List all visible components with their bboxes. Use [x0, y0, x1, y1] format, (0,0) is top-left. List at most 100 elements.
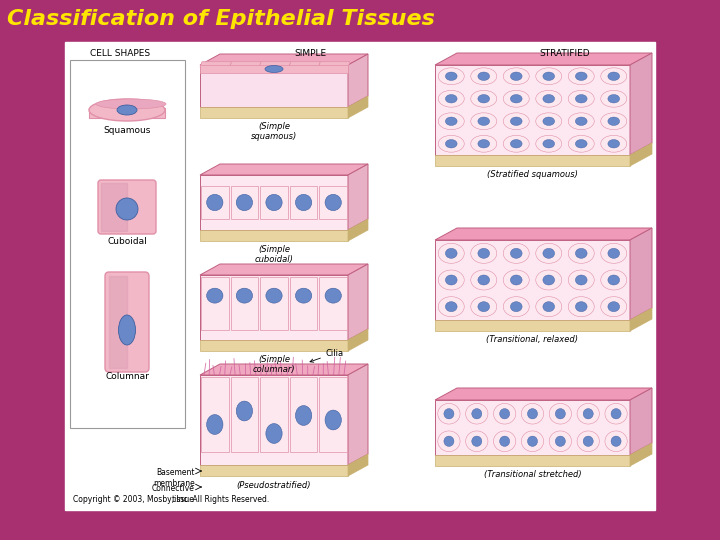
Ellipse shape: [325, 288, 341, 303]
Ellipse shape: [478, 275, 490, 285]
Text: Classification of Epithelial Tissues: Classification of Epithelial Tissues: [7, 9, 435, 29]
Ellipse shape: [265, 65, 283, 72]
Polygon shape: [630, 308, 652, 331]
Ellipse shape: [503, 136, 529, 152]
Ellipse shape: [510, 139, 522, 148]
FancyBboxPatch shape: [98, 180, 156, 234]
Ellipse shape: [117, 105, 137, 115]
Ellipse shape: [438, 403, 460, 424]
Ellipse shape: [493, 431, 516, 451]
Polygon shape: [200, 175, 348, 230]
Ellipse shape: [577, 431, 599, 451]
Text: Cuboidal: Cuboidal: [107, 237, 147, 246]
Ellipse shape: [575, 248, 587, 258]
Ellipse shape: [438, 431, 460, 451]
Ellipse shape: [608, 94, 620, 103]
Ellipse shape: [266, 423, 282, 443]
Ellipse shape: [236, 194, 253, 211]
Ellipse shape: [446, 248, 457, 258]
Polygon shape: [318, 62, 350, 67]
Ellipse shape: [207, 415, 223, 434]
Ellipse shape: [471, 90, 497, 107]
Ellipse shape: [575, 302, 587, 312]
Ellipse shape: [478, 72, 490, 80]
Ellipse shape: [493, 403, 516, 424]
Polygon shape: [435, 320, 630, 331]
Ellipse shape: [503, 113, 529, 130]
Ellipse shape: [549, 431, 572, 451]
Ellipse shape: [543, 275, 554, 285]
Polygon shape: [320, 377, 347, 451]
Ellipse shape: [536, 296, 562, 316]
Polygon shape: [320, 186, 347, 219]
Ellipse shape: [471, 136, 497, 152]
Ellipse shape: [503, 270, 529, 290]
Ellipse shape: [478, 139, 490, 148]
Polygon shape: [230, 186, 258, 219]
Polygon shape: [200, 62, 232, 67]
Ellipse shape: [536, 244, 562, 264]
Ellipse shape: [236, 288, 253, 303]
Polygon shape: [348, 364, 368, 465]
Text: Squamous: Squamous: [103, 126, 150, 135]
Ellipse shape: [600, 113, 626, 130]
Ellipse shape: [536, 270, 562, 290]
Polygon shape: [289, 277, 318, 330]
Ellipse shape: [295, 288, 312, 303]
Polygon shape: [630, 228, 652, 320]
Ellipse shape: [575, 117, 587, 125]
Ellipse shape: [438, 113, 464, 130]
Text: Cilia: Cilia: [310, 348, 344, 362]
Ellipse shape: [583, 436, 593, 447]
Ellipse shape: [543, 139, 554, 148]
Ellipse shape: [207, 194, 223, 211]
Ellipse shape: [472, 436, 482, 447]
Ellipse shape: [536, 90, 562, 107]
Polygon shape: [348, 329, 368, 351]
Ellipse shape: [446, 302, 457, 312]
Polygon shape: [630, 388, 652, 455]
Text: CELL SHAPES: CELL SHAPES: [90, 49, 150, 57]
Text: (Simple
squamous): (Simple squamous): [251, 122, 297, 141]
Ellipse shape: [472, 409, 482, 419]
Ellipse shape: [549, 403, 572, 424]
Ellipse shape: [510, 72, 522, 80]
Text: (Transitional stretched): (Transitional stretched): [484, 470, 581, 479]
Polygon shape: [200, 364, 368, 375]
Polygon shape: [200, 465, 348, 476]
Polygon shape: [435, 400, 630, 455]
Ellipse shape: [503, 68, 529, 85]
Ellipse shape: [568, 90, 594, 107]
Ellipse shape: [444, 436, 454, 447]
Ellipse shape: [528, 436, 538, 447]
Bar: [0, 0, 720, 38]
Ellipse shape: [438, 296, 464, 316]
Text: Connective
tissue: Connective tissue: [152, 484, 195, 504]
Polygon shape: [435, 240, 630, 320]
Ellipse shape: [583, 409, 593, 419]
Ellipse shape: [608, 72, 620, 80]
Polygon shape: [89, 108, 165, 118]
Text: (Pseudostratified): (Pseudostratified): [237, 481, 311, 490]
Ellipse shape: [510, 302, 522, 312]
Polygon shape: [435, 53, 652, 65]
Ellipse shape: [600, 270, 626, 290]
Polygon shape: [230, 377, 258, 451]
Ellipse shape: [471, 296, 497, 316]
Polygon shape: [200, 164, 368, 175]
Text: Basement
membrane: Basement membrane: [153, 468, 195, 488]
Polygon shape: [200, 275, 348, 340]
FancyBboxPatch shape: [105, 272, 149, 372]
Polygon shape: [260, 377, 288, 451]
Ellipse shape: [608, 139, 620, 148]
Ellipse shape: [89, 99, 165, 121]
Text: (Transitional, relaxed): (Transitional, relaxed): [487, 335, 578, 344]
Polygon shape: [201, 277, 229, 330]
Polygon shape: [630, 443, 652, 466]
Ellipse shape: [568, 296, 594, 316]
Ellipse shape: [605, 403, 627, 424]
Ellipse shape: [510, 275, 522, 285]
Polygon shape: [260, 186, 288, 219]
Ellipse shape: [116, 198, 138, 220]
Text: Copyright © 2003, Mosby, Inc. All Rights Reserved.: Copyright © 2003, Mosby, Inc. All Rights…: [73, 496, 269, 504]
